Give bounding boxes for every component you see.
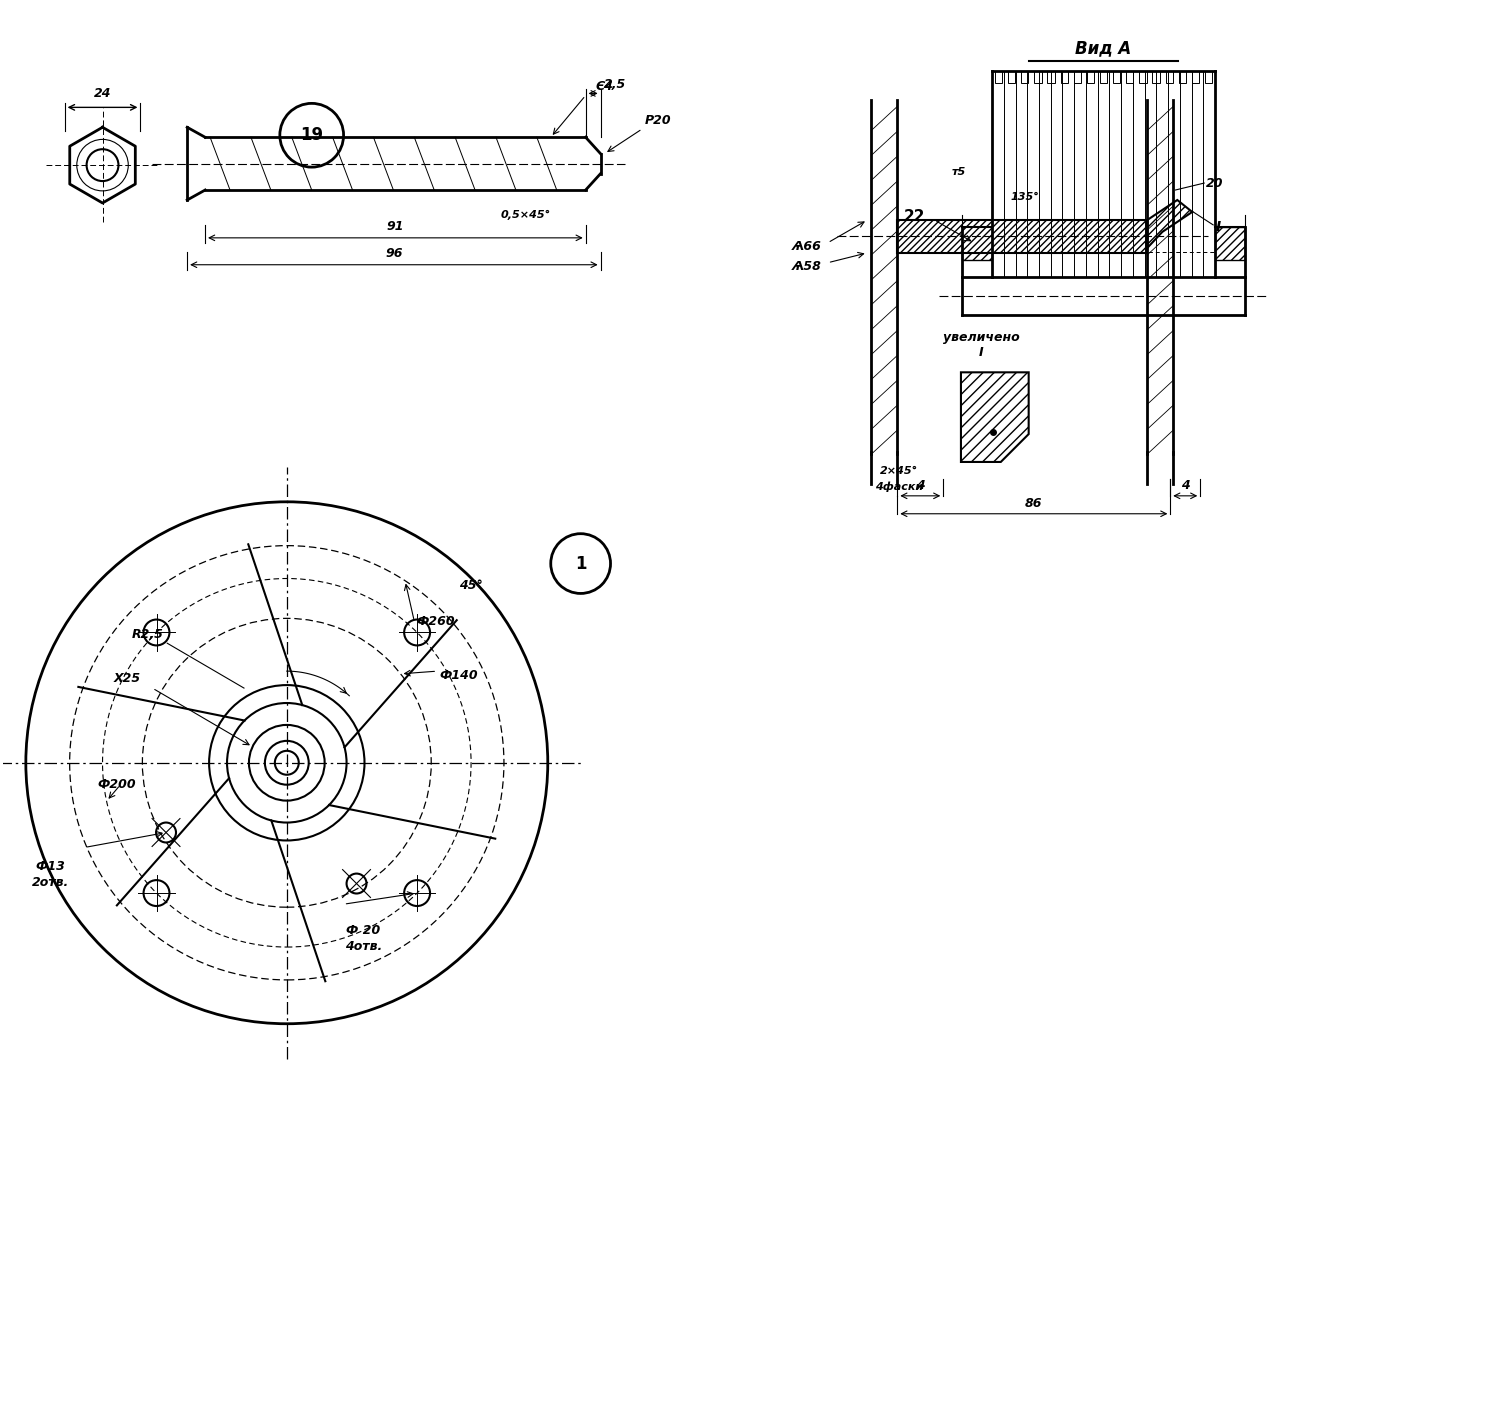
Bar bbox=[1152, 71, 1160, 83]
Bar bbox=[995, 71, 1002, 83]
Bar bbox=[1204, 71, 1212, 83]
Text: 2×45°: 2×45° bbox=[880, 466, 919, 476]
Text: Ф260: Ф260 bbox=[416, 615, 455, 627]
Text: увеличено: увеличено bbox=[943, 332, 1020, 345]
Bar bbox=[1179, 71, 1187, 83]
Bar bbox=[1022, 71, 1029, 83]
Bar bbox=[1008, 71, 1016, 83]
Text: Р20: Р20 bbox=[644, 114, 671, 127]
Text: Ѧ66: Ѧ66 bbox=[791, 240, 822, 253]
Text: 4: 4 bbox=[1181, 479, 1190, 492]
Bar bbox=[1035, 71, 1041, 83]
Polygon shape bbox=[962, 227, 992, 260]
Text: I: I bbox=[978, 346, 983, 359]
Polygon shape bbox=[961, 372, 1029, 462]
Text: 19: 19 bbox=[300, 126, 323, 144]
Text: Ф140: Ф140 bbox=[439, 668, 477, 681]
Text: I: I bbox=[1216, 220, 1221, 235]
Text: 24: 24 bbox=[94, 88, 112, 100]
Text: т5: т5 bbox=[952, 167, 967, 177]
Text: 4фаски: 4фаски bbox=[876, 482, 923, 492]
Text: Х25: Х25 bbox=[114, 673, 141, 685]
Text: Вид A: Вид A bbox=[1075, 40, 1132, 58]
Polygon shape bbox=[1215, 227, 1245, 260]
Text: 22: 22 bbox=[904, 209, 925, 225]
Text: Ф 20
4отв.: Ф 20 4отв. bbox=[345, 924, 382, 954]
Text: 0,5×45°: 0,5×45° bbox=[501, 211, 552, 220]
Bar bbox=[1193, 71, 1199, 83]
Text: Ѧ58: Ѧ58 bbox=[791, 260, 822, 273]
Polygon shape bbox=[1148, 201, 1193, 247]
Bar bbox=[1126, 71, 1133, 83]
Text: 1: 1 bbox=[575, 554, 586, 572]
Text: Ф13
2отв.: Ф13 2отв. bbox=[33, 861, 70, 889]
Text: Є4: Є4 bbox=[596, 81, 614, 93]
Bar bbox=[1166, 71, 1173, 83]
Bar bbox=[1087, 71, 1094, 83]
Bar bbox=[1047, 71, 1054, 83]
Bar bbox=[1060, 71, 1068, 83]
Text: 2,5: 2,5 bbox=[604, 79, 626, 92]
Bar bbox=[1074, 71, 1081, 83]
Polygon shape bbox=[897, 220, 1148, 253]
Text: 135°: 135° bbox=[1011, 192, 1039, 202]
Text: 45°: 45° bbox=[459, 579, 483, 592]
Text: 91: 91 bbox=[387, 220, 404, 233]
Text: Ф200: Ф200 bbox=[98, 779, 137, 791]
Bar bbox=[1100, 71, 1108, 83]
Bar bbox=[1114, 71, 1120, 83]
Bar bbox=[1139, 71, 1146, 83]
Text: R2,5: R2,5 bbox=[131, 629, 164, 642]
Text: 96: 96 bbox=[385, 247, 403, 260]
Text: 86: 86 bbox=[1025, 497, 1042, 510]
Text: 20: 20 bbox=[1206, 177, 1224, 189]
Text: 4: 4 bbox=[916, 479, 925, 492]
